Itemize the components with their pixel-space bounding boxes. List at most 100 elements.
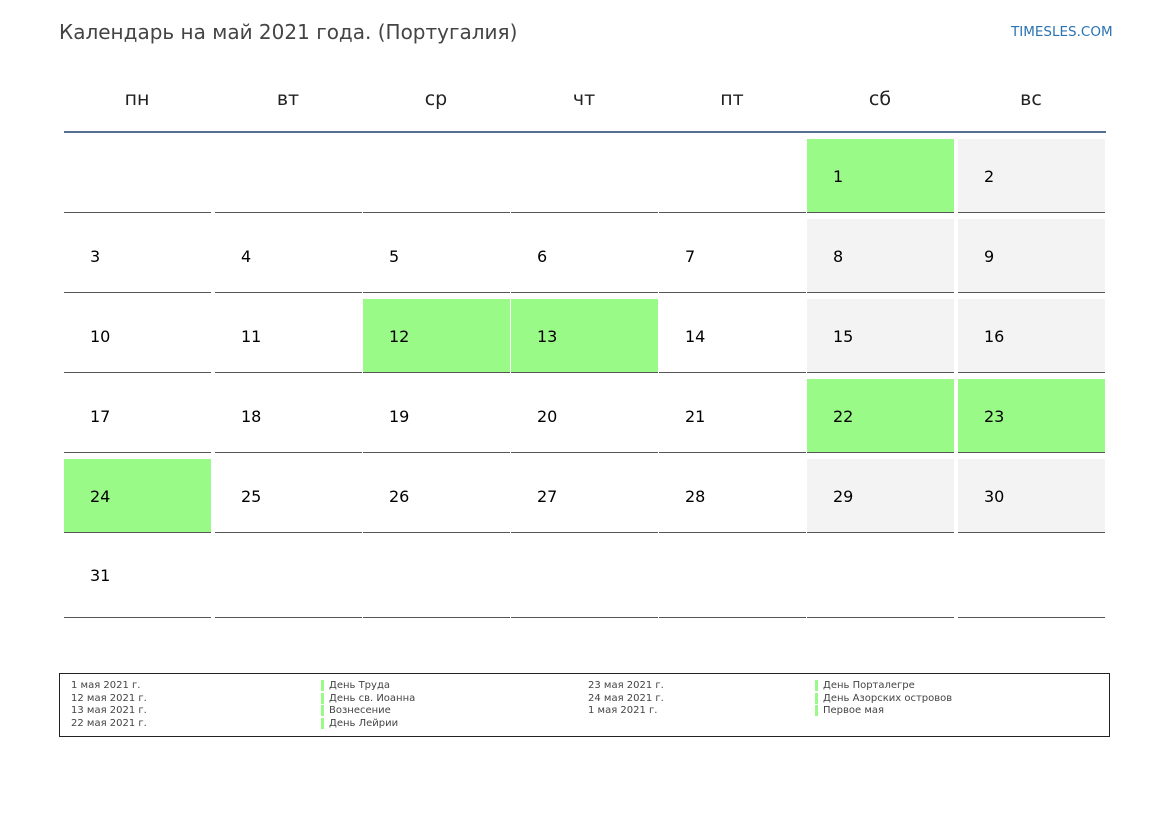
day-number: 17 bbox=[90, 407, 111, 426]
day-cell[interactable]: 14 bbox=[659, 299, 806, 373]
day-number: 14 bbox=[685, 327, 706, 346]
day-number: 18 bbox=[241, 407, 262, 426]
empty-day-cell bbox=[511, 539, 658, 618]
legend-date: 1 мая 2021 г. bbox=[71, 680, 141, 691]
legend-holiday-name: День Азорских островов bbox=[823, 692, 953, 704]
legend-date: 12 мая 2021 г. bbox=[71, 692, 147, 704]
day-cell[interactable]: 13 bbox=[511, 299, 658, 373]
day-cell[interactable]: 29 bbox=[807, 459, 954, 533]
legend-holiday-name: Вознесение bbox=[329, 705, 391, 717]
legend-date: 23 мая 2021 г. bbox=[588, 680, 664, 691]
day-cell[interactable]: 12 bbox=[363, 299, 510, 373]
day-number: 31 bbox=[90, 566, 111, 585]
legend-holiday-name: Первое мая bbox=[823, 705, 885, 717]
day-number: 22 bbox=[833, 407, 854, 426]
holiday-color-marker bbox=[321, 680, 324, 691]
empty-day-cell bbox=[958, 539, 1105, 618]
day-number: 30 bbox=[984, 487, 1005, 506]
day-cell[interactable]: 22 bbox=[807, 379, 954, 453]
holiday-color-marker bbox=[321, 692, 324, 704]
holiday-color-marker bbox=[321, 705, 324, 717]
day-number: 11 bbox=[241, 327, 262, 346]
day-cell[interactable]: 3 bbox=[64, 219, 211, 293]
legend-item: Первое мая bbox=[815, 705, 952, 718]
day-cell[interactable]: 27 bbox=[511, 459, 658, 533]
holiday-legend: 1 мая 2021 г. 12 мая 2021 г. 13 мая 2021 г… bbox=[59, 673, 1110, 737]
day-number: 27 bbox=[537, 487, 558, 506]
weekday-header: вт bbox=[276, 88, 300, 110]
day-number: 12 bbox=[389, 327, 410, 346]
day-number: 19 bbox=[389, 407, 410, 426]
day-number: 4 bbox=[241, 247, 252, 266]
day-number: 6 bbox=[537, 247, 548, 266]
empty-day-cell bbox=[215, 539, 362, 618]
day-cell[interactable]: 21 bbox=[659, 379, 806, 453]
day-cell[interactable]: 6 bbox=[511, 219, 658, 293]
day-number: 8 bbox=[833, 247, 844, 266]
legend-date: 22 мая 2021 г. bbox=[71, 717, 147, 729]
day-number: 2 bbox=[984, 167, 995, 186]
empty-day-cell bbox=[511, 139, 658, 213]
legend-holiday-name: День Труда bbox=[329, 680, 390, 691]
day-number: 28 bbox=[685, 487, 706, 506]
legend-dates-column: 1 мая 2021 г. 12 мая 2021 г. 13 мая 2021 г… bbox=[71, 680, 147, 730]
legend-item: День Лейрии bbox=[321, 717, 415, 731]
day-number: 24 bbox=[90, 487, 111, 506]
weekday-header: пн bbox=[124, 88, 150, 110]
empty-day-cell bbox=[215, 139, 362, 213]
empty-day-cell bbox=[363, 139, 510, 213]
legend-item: Вознесение bbox=[321, 705, 415, 718]
day-cell[interactable]: 18 bbox=[215, 379, 362, 453]
legend-date: 1 мая 2021 г. bbox=[588, 705, 658, 717]
day-number: 3 bbox=[90, 247, 101, 266]
legend-date: 24 мая 2021 г. bbox=[588, 692, 664, 704]
day-cell[interactable]: 26 bbox=[363, 459, 510, 533]
day-number: 1 bbox=[833, 167, 844, 186]
day-number: 9 bbox=[984, 247, 995, 266]
day-cell[interactable]: 20 bbox=[511, 379, 658, 453]
legend-holiday-name: День св. Иоанна bbox=[329, 692, 416, 704]
day-cell[interactable]: 23 bbox=[958, 379, 1105, 453]
day-cell[interactable]: 30 bbox=[958, 459, 1105, 533]
day-cell[interactable]: 31 bbox=[64, 539, 211, 618]
day-cell[interactable]: 19 bbox=[363, 379, 510, 453]
day-cell[interactable]: 15 bbox=[807, 299, 954, 373]
day-cell[interactable]: 5 bbox=[363, 219, 510, 293]
day-cell[interactable]: 17 bbox=[64, 379, 211, 453]
day-cell[interactable]: 9 bbox=[958, 219, 1105, 293]
day-number: 15 bbox=[833, 327, 854, 346]
weekday-header: вс bbox=[1020, 88, 1042, 110]
day-number: 7 bbox=[685, 247, 696, 266]
calendar-grid: пн вт ср чт пт сб вс 1 2 3 4 5 6 7 8 9 10 11 12 13 14 15 16 17 1… bbox=[64, 78, 1106, 658]
weekday-header: чт bbox=[572, 88, 596, 110]
legend-holiday-name: День Порталегре bbox=[823, 680, 915, 691]
day-number: 13 bbox=[537, 327, 558, 346]
legend-item: День св. Иоанна bbox=[321, 692, 416, 706]
weekday-header: пт bbox=[720, 88, 744, 110]
day-cell[interactable]: 8 bbox=[807, 219, 954, 293]
day-cell[interactable]: 10 bbox=[64, 299, 211, 373]
day-cell[interactable]: 11 bbox=[215, 299, 362, 373]
day-cell[interactable]: 24 bbox=[64, 459, 211, 533]
day-cell[interactable]: 16 bbox=[958, 299, 1105, 373]
legend-names-column: День Труда День св. Иоанна Вознесение День … bbox=[321, 680, 415, 730]
legend-dates-column: 23 мая 2021 г. 24 мая 2021 г. 1 мая 2021 г… bbox=[588, 680, 664, 718]
day-cell[interactable]: 25 bbox=[215, 459, 362, 533]
holiday-color-marker bbox=[815, 692, 818, 704]
legend-date: 13 мая 2021 г. bbox=[71, 705, 147, 717]
site-link[interactable]: TIMESLES.COM bbox=[1011, 24, 1113, 40]
legend-item: День Труда bbox=[321, 680, 415, 693]
holiday-color-marker bbox=[815, 680, 818, 691]
weekday-header: ср bbox=[424, 88, 448, 110]
legend-names-column: День Порталегре День Азорских островов Пер… bbox=[815, 680, 952, 718]
day-number: 20 bbox=[537, 407, 558, 426]
empty-day-cell bbox=[659, 539, 806, 618]
day-cell[interactable]: 28 bbox=[659, 459, 806, 533]
day-cell[interactable]: 4 bbox=[215, 219, 362, 293]
day-number: 29 bbox=[833, 487, 854, 506]
day-cell[interactable]: 7 bbox=[659, 219, 806, 293]
day-number: 16 bbox=[984, 327, 1005, 346]
day-cell[interactable]: 2 bbox=[958, 139, 1105, 213]
day-cell[interactable]: 1 bbox=[807, 139, 954, 213]
weekday-header: сб bbox=[868, 88, 892, 110]
